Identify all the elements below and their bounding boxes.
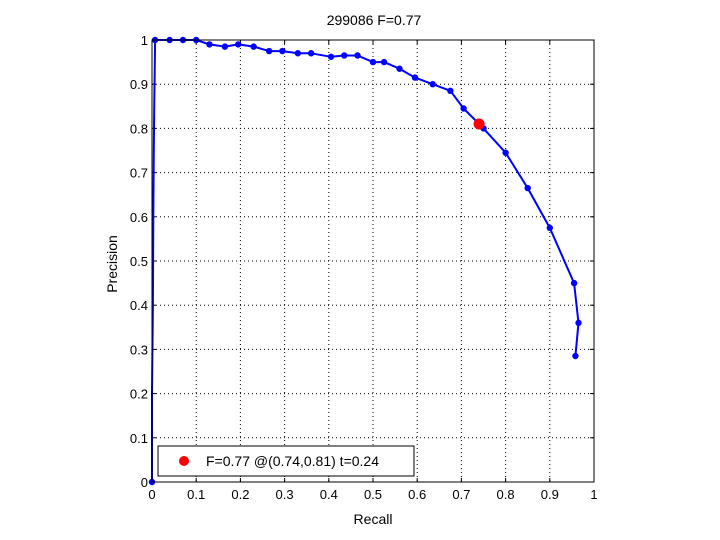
pr-curve-point (546, 224, 553, 232)
axis-ticks: 0 0.1 0.2 0.3 0.4 0.5 0.6 0.7 0.8 0.9 1 0 0.1 0.2 0.3 0… (130, 33, 598, 502)
pr-curve-point (294, 50, 302, 57)
y-tick-label: 0.2 (130, 387, 148, 402)
axes-frame (151, 39, 595, 483)
pr-curve-point (307, 50, 315, 57)
x-tick-label: 0.5 (364, 487, 382, 502)
pr-curve-point (570, 279, 578, 287)
pr-curve-point (447, 87, 454, 95)
grid-lines (152, 40, 594, 482)
y-tick-label: 0.5 (130, 254, 148, 269)
pr-curve-point (265, 47, 273, 55)
pr-curve-point (396, 65, 403, 72)
x-tick-label: 0 (148, 487, 155, 502)
y-tick-label: 0.4 (130, 298, 148, 313)
legend: F=0.77 @(0.74,0.81) t=0.24 (157, 445, 415, 477)
x-tick-label: 0.2 (231, 487, 249, 502)
pr-curve-point (460, 105, 467, 112)
pr-curve-point (221, 43, 229, 50)
data-series (148, 36, 582, 486)
pr-curve-point (502, 149, 509, 156)
x-tick-label: 0.1 (187, 487, 205, 502)
x-tick-label: 0.9 (541, 487, 559, 502)
pr-curve-point (341, 52, 348, 59)
legend-box (157, 445, 415, 477)
x-tick-label: 0.7 (452, 487, 470, 502)
y-axis-label: Precision (104, 235, 120, 293)
x-axis-label: Recall (354, 511, 393, 527)
pr-curve-point (354, 52, 361, 59)
pr-curve-point (572, 352, 579, 360)
y-tick-label: 0.3 (130, 342, 148, 357)
x-tick-label: 0.8 (497, 487, 515, 502)
chart-title: 299086 F=0.77 (327, 12, 422, 28)
y-tick-label: 0.1 (130, 431, 148, 446)
y-tick-label: 0.7 (130, 166, 148, 181)
legend-marker (179, 456, 189, 466)
pr-curve-point (380, 58, 388, 66)
pr-curve-point (250, 43, 257, 50)
y-tick-label: 0 (141, 475, 148, 490)
pr-curve-point (327, 53, 335, 60)
x-tick-label: 0.4 (320, 487, 338, 502)
pr-curve-point (206, 41, 213, 48)
pr-curve-point (279, 47, 286, 55)
x-tick-label: 1 (590, 487, 597, 502)
best-f-point (473, 118, 485, 130)
y-tick-label: 0.8 (130, 121, 148, 136)
pr-curve-point (234, 41, 242, 48)
pr-curve-point (575, 319, 582, 327)
y-tick-label: 0.9 (130, 77, 148, 92)
x-tick-label: 0.3 (276, 487, 294, 502)
pr-curve-point (429, 81, 436, 88)
pr-curve-point (524, 184, 531, 192)
y-tick-label: 1 (141, 33, 148, 48)
pr-curve-point (411, 74, 419, 81)
x-tick-label: 0.6 (408, 487, 426, 502)
pr-curve-point (369, 58, 377, 66)
legend-entry-label: F=0.77 @(0.74,0.81) t=0.24 (206, 453, 379, 469)
y-tick-label: 0.6 (130, 210, 148, 225)
